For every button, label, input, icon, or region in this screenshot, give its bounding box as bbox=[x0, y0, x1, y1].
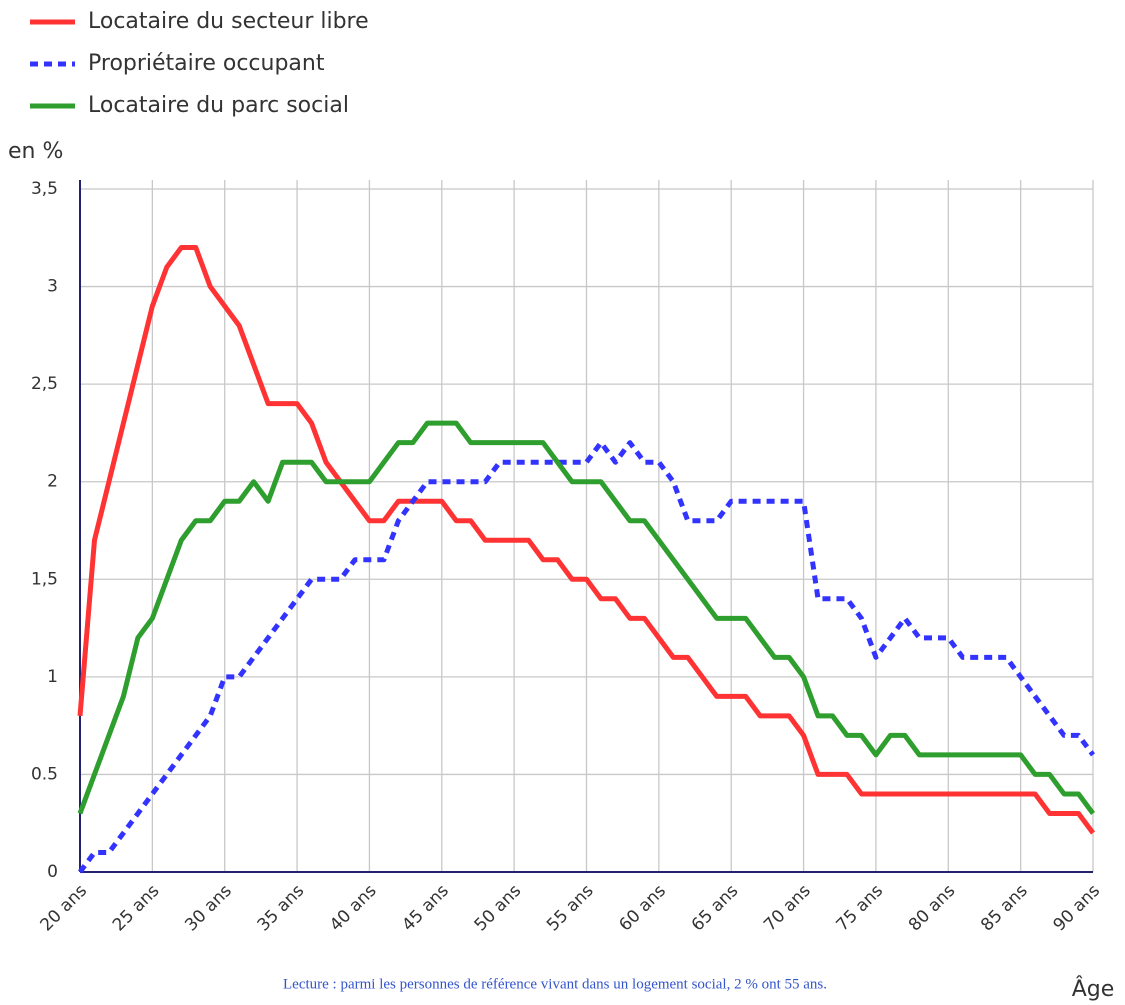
x-tick-label: 50 ans bbox=[471, 881, 526, 936]
x-tick-label: 25 ans bbox=[109, 881, 164, 936]
x-tick-label: 20 ans bbox=[37, 881, 92, 936]
x-tick-label: 55 ans bbox=[543, 881, 598, 936]
series-line bbox=[77, 420, 1096, 815]
x-tick-label: 65 ans bbox=[688, 881, 743, 936]
legend-label: Propriétaire occupant bbox=[88, 51, 325, 76]
note: Lecture : parmi les personnes de référen… bbox=[283, 976, 827, 992]
y-tick-label: 2 bbox=[47, 472, 58, 492]
x-tick-label: 35 ans bbox=[254, 881, 309, 936]
x-tick-label: 30 ans bbox=[181, 881, 236, 936]
y-tick-label: 1,5 bbox=[31, 569, 58, 589]
series-line bbox=[77, 440, 1096, 874]
y-tick-label: 3 bbox=[47, 277, 58, 297]
legend-label: Locataire du parc social bbox=[88, 93, 349, 118]
x-tick-label: 90 ans bbox=[1050, 881, 1105, 936]
y-tick-label: 0 bbox=[47, 862, 58, 882]
series-line bbox=[77, 245, 1096, 835]
legend-label: Locataire du secteur libre bbox=[88, 9, 369, 34]
y-axis-label: en % bbox=[8, 139, 63, 164]
y-tick-label: 3,5 bbox=[31, 179, 58, 199]
x-tick-label: 45 ans bbox=[398, 881, 453, 936]
x-tick-label: 80 ans bbox=[905, 881, 960, 936]
y-tick-label: 2,5 bbox=[31, 374, 58, 394]
x-tick-label: 70 ans bbox=[760, 881, 815, 936]
y-tick-label: 1 bbox=[47, 667, 58, 687]
y-tick-label: 0.5 bbox=[31, 764, 58, 784]
x-tick-label: 75 ans bbox=[832, 881, 887, 936]
x-tick-label: 60 ans bbox=[615, 881, 670, 936]
x-tick-label: 40 ans bbox=[326, 881, 381, 936]
x-tick-label: 85 ans bbox=[977, 881, 1032, 936]
x-axis-label: Âge bbox=[1072, 976, 1115, 1002]
